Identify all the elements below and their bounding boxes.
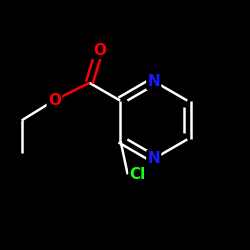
Text: Cl: Cl <box>130 167 146 182</box>
Text: O: O <box>48 93 61 108</box>
Text: N: N <box>148 151 160 166</box>
Text: N: N <box>148 74 160 89</box>
Text: O: O <box>93 43 106 58</box>
